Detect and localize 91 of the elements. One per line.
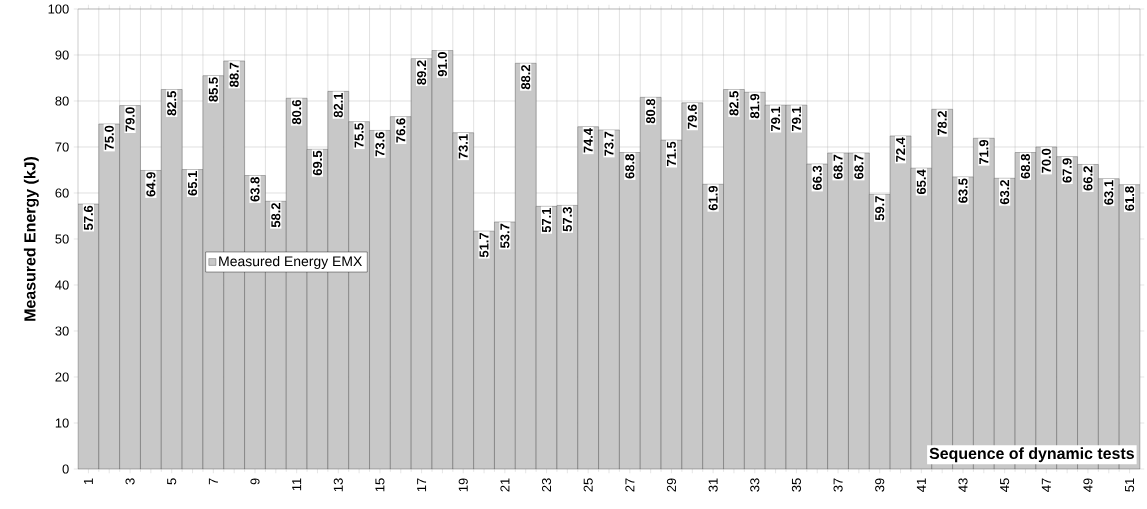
data-label: 64.9 xyxy=(146,172,156,197)
data-label: 68.7 xyxy=(854,154,864,179)
data-label: 91.0 xyxy=(437,52,447,77)
x-tick-label: 41 xyxy=(916,478,926,492)
x-tick-label: 37 xyxy=(833,478,843,492)
x-tick-label: 49 xyxy=(1083,478,1093,492)
x-tick-label: 33 xyxy=(750,478,760,492)
x-tick-label: 23 xyxy=(541,478,552,492)
data-label: 71.5 xyxy=(666,141,676,166)
data-label: 80.8 xyxy=(646,98,656,124)
data-label: 65.1 xyxy=(187,171,198,196)
data-label: 70.0 xyxy=(1041,148,1051,173)
data-label: 67.9 xyxy=(1062,158,1072,183)
data-label: 73.6 xyxy=(375,132,385,157)
y-tick-label: 100 xyxy=(48,4,69,14)
data-label: 69.5 xyxy=(312,150,323,176)
data-label: 73.1 xyxy=(458,134,468,159)
x-tick-label: 29 xyxy=(666,478,677,492)
data-label: 61.9 xyxy=(708,185,718,211)
data-label: 75.0 xyxy=(104,125,114,150)
x-tick-label: 5 xyxy=(167,478,177,485)
x-axis-title: Sequence of dynamic tests xyxy=(929,447,1134,463)
data-label: 79.1 xyxy=(791,106,801,131)
data-label: 81.9 xyxy=(750,93,760,119)
x-tick-label: 27 xyxy=(625,478,635,492)
y-tick-label: 40 xyxy=(55,280,69,290)
x-tick-label: 31 xyxy=(708,478,718,492)
x-tick-label: 7 xyxy=(208,478,218,485)
data-label: 61.8 xyxy=(1125,186,1135,211)
data-label: 79.6 xyxy=(687,104,697,129)
data-label: 88.7 xyxy=(229,62,239,87)
y-tick-label: 30 xyxy=(55,326,69,336)
x-tick-label: 47 xyxy=(1041,478,1051,492)
x-tick-label: 15 xyxy=(375,478,385,492)
data-label: 57.3 xyxy=(562,207,572,232)
data-label: 82.1 xyxy=(333,92,343,118)
y-tick-label: 80 xyxy=(55,96,69,106)
data-label: 72.4 xyxy=(896,137,906,162)
data-label: 51.7 xyxy=(479,232,489,258)
data-label: 88.2 xyxy=(521,64,531,90)
data-label: 71.9 xyxy=(979,139,989,165)
data-label: 66.3 xyxy=(812,165,822,190)
x-tick-label: 45 xyxy=(1000,478,1010,492)
data-label: 73.7 xyxy=(604,131,614,156)
y-axis-title: Measured Energy (kJ) xyxy=(23,156,39,321)
data-label: 57.1 xyxy=(542,207,552,233)
y-tick-label: 50 xyxy=(55,234,69,244)
data-label: 68.7 xyxy=(833,154,843,179)
x-tick-label: 39 xyxy=(875,478,885,492)
data-label: 63.1 xyxy=(1104,180,1114,205)
data-label: 79.1 xyxy=(771,106,781,131)
data-label: 80.6 xyxy=(292,99,302,125)
x-tick-label: 43 xyxy=(958,478,968,492)
data-label: 66.2 xyxy=(1083,166,1093,191)
x-tick-label: 9 xyxy=(250,478,260,485)
x-tick-label: 25 xyxy=(583,478,593,492)
data-label: 63.5 xyxy=(958,178,968,203)
x-tick-label: 3 xyxy=(125,478,135,485)
y-tick-label: 10 xyxy=(55,418,69,428)
y-tick-label: 70 xyxy=(55,142,69,152)
data-label: 76.6 xyxy=(396,118,406,143)
data-label: 59.7 xyxy=(875,196,885,221)
x-tick-label: 19 xyxy=(458,478,468,492)
data-label: 89.2 xyxy=(417,60,427,85)
x-tick-label: 11 xyxy=(292,478,302,491)
y-tick-label: 90 xyxy=(55,50,69,60)
y-tick-label: 20 xyxy=(55,372,69,382)
data-label: 53.7 xyxy=(500,223,510,248)
data-label: 63.2 xyxy=(1000,179,1010,205)
x-tick-label: 13 xyxy=(333,478,343,492)
x-tick-label: 35 xyxy=(791,478,801,492)
data-label: 75.5 xyxy=(354,123,364,148)
data-label: 63.8 xyxy=(250,177,260,202)
x-tick-label: 21 xyxy=(500,478,510,492)
data-label: 68.8 xyxy=(625,154,635,179)
x-tick-label: 1 xyxy=(83,478,93,484)
legend-label: Measured Energy EMX xyxy=(219,255,362,269)
data-label: 57.6 xyxy=(83,205,93,231)
data-label: 65.4 xyxy=(916,169,926,195)
y-tick-label: 0 xyxy=(62,464,69,474)
data-label: 85.5 xyxy=(208,77,218,102)
data-label: 79.0 xyxy=(125,107,135,132)
x-tick-label: 17 xyxy=(417,478,427,492)
data-label: 78.2 xyxy=(937,110,947,136)
y-tick-label: 60 xyxy=(55,188,69,198)
x-tick-label: 51 xyxy=(1125,478,1135,492)
data-label: 82.5 xyxy=(729,91,739,116)
data-label: 74.4 xyxy=(583,128,593,153)
data-label: 68.8 xyxy=(1020,154,1031,179)
data-label: 58.2 xyxy=(271,202,281,228)
data-label: 82.5 xyxy=(167,91,177,116)
